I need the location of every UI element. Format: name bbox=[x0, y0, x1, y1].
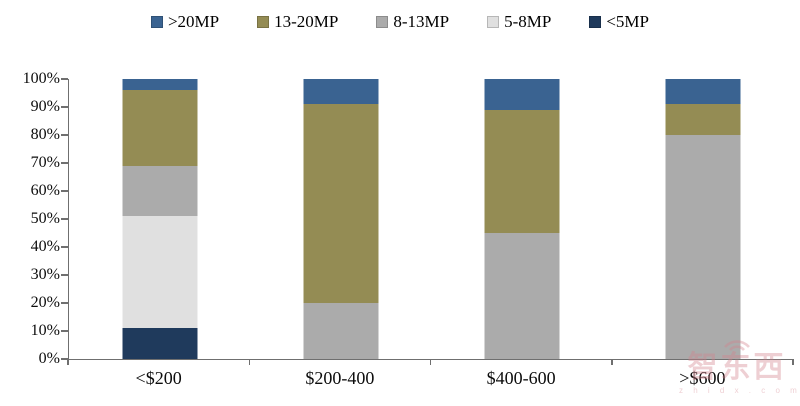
y-tick-mark bbox=[61, 162, 68, 164]
stacked-bar bbox=[665, 79, 741, 359]
x-category-label: <$200 bbox=[135, 368, 182, 388]
x-tick-mark bbox=[611, 360, 613, 365]
legend-item: 5-8MP bbox=[487, 13, 551, 30]
legend-item: 8-13MP bbox=[376, 13, 449, 30]
y-tick-mark bbox=[61, 358, 68, 360]
legend-label: 5-8MP bbox=[504, 12, 552, 31]
y-tick-mark bbox=[61, 330, 68, 332]
x-tick-mark bbox=[67, 360, 69, 365]
y-tick-label: 50% bbox=[30, 210, 60, 227]
x-tick-mark bbox=[429, 360, 432, 365]
y-tick-mark bbox=[61, 218, 68, 220]
y-tick-label: 30% bbox=[30, 266, 60, 283]
legend-swatch bbox=[257, 15, 270, 28]
bar-segment bbox=[665, 104, 741, 135]
x-tick-mark bbox=[248, 360, 250, 365]
bar-segment bbox=[303, 79, 379, 105]
y-tick-label: 90% bbox=[30, 98, 60, 115]
bar-segment bbox=[122, 79, 198, 91]
legend-swatch bbox=[150, 15, 163, 28]
legend-item: >20MP bbox=[150, 12, 220, 31]
y-tick-mark bbox=[61, 134, 68, 136]
category-slot bbox=[613, 79, 794, 359]
legend-label: 8-13MP bbox=[393, 12, 450, 31]
legend-swatch bbox=[487, 15, 500, 28]
y-tick-mark bbox=[61, 106, 68, 108]
y-tick-label: 0% bbox=[38, 350, 60, 367]
bar-segment bbox=[484, 109, 560, 233]
y-tick-label: 80% bbox=[30, 126, 60, 143]
y-tick-label: 10% bbox=[30, 322, 60, 339]
stacked-bar bbox=[303, 79, 379, 359]
bar-segment bbox=[665, 135, 741, 359]
legend-label: 13-20MP bbox=[274, 12, 339, 31]
category-slot bbox=[250, 79, 431, 359]
x-category-label: $400-600 bbox=[486, 368, 556, 388]
bar-segment bbox=[303, 104, 379, 303]
bar-segment bbox=[303, 303, 379, 359]
bar-segment bbox=[665, 79, 741, 105]
bar-segment bbox=[122, 328, 198, 359]
x-category-label: $200-400 bbox=[305, 368, 375, 388]
chart-legend: >20MP 13-20MP 8-13MP 5-8MP <5MP bbox=[0, 13, 800, 30]
legend-swatch bbox=[376, 15, 389, 28]
category-slot bbox=[69, 79, 250, 359]
plot-area bbox=[68, 79, 794, 360]
y-tick-mark bbox=[61, 246, 68, 248]
legend-item: 13-20MP bbox=[257, 13, 338, 30]
stacked-bar bbox=[122, 79, 198, 359]
y-tick-label: 40% bbox=[30, 238, 60, 255]
bar-segment bbox=[484, 233, 560, 359]
y-tick-label: 60% bbox=[30, 182, 60, 199]
legend-label: <5MP bbox=[606, 12, 650, 31]
y-tick-label: 100% bbox=[22, 70, 60, 87]
bar-segment bbox=[122, 90, 198, 166]
legend-label: >20MP bbox=[167, 12, 220, 31]
legend-item: <5MP bbox=[589, 13, 649, 30]
bar-segment bbox=[122, 165, 198, 217]
x-category-label: >$600 bbox=[679, 368, 726, 388]
y-tick-label: 20% bbox=[30, 294, 60, 311]
bar-segment bbox=[484, 79, 560, 110]
stacked-bar bbox=[484, 79, 560, 359]
bar-segment bbox=[122, 216, 198, 329]
y-tick-mark bbox=[61, 302, 68, 304]
y-tick-mark bbox=[61, 190, 68, 192]
y-tick-mark bbox=[61, 78, 68, 80]
legend-swatch bbox=[589, 15, 602, 28]
y-tick-mark bbox=[61, 274, 68, 276]
y-tick-label: 70% bbox=[30, 154, 60, 171]
x-tick-mark bbox=[792, 360, 794, 365]
category-slot bbox=[432, 79, 613, 359]
